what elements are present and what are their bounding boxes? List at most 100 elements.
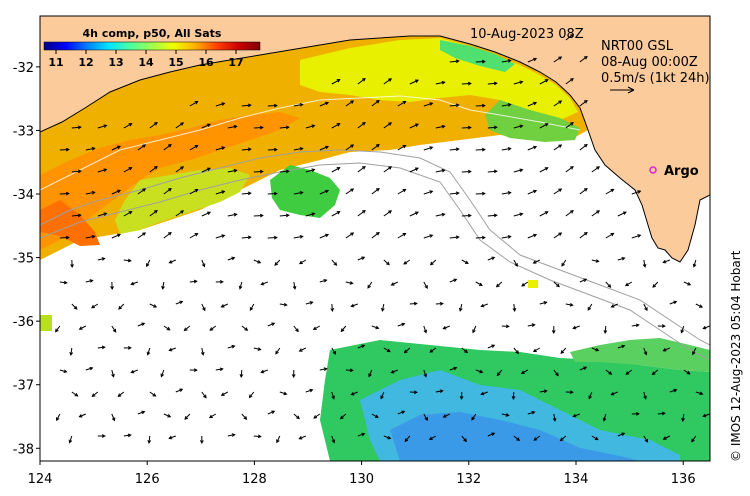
current-arrow [319,234,329,239]
current-arrow-head [596,166,601,170]
current-arrow [553,144,562,151]
current-arrow-head [481,103,486,108]
current-arrow [345,100,354,107]
colorbar-title: 4h comp, p50, All Sats [83,27,222,40]
coastline [40,35,710,263]
current-arrow-head [387,435,392,440]
current-arrow [423,102,433,107]
current-arrow [275,347,281,355]
current-arrow-head [184,416,189,420]
sst-yellow-west [115,168,250,234]
sst-green-inshore [440,40,515,72]
current-arrow-head [691,438,695,443]
current-arrow [367,281,373,289]
current-arrow [703,325,710,330]
current-arrow [299,259,307,265]
lon-tick-label: 124 [28,472,53,487]
current-arrow [533,259,541,264]
current-arrow [496,281,503,288]
current-arrow [443,413,451,418]
current-arrow-head [507,191,512,195]
current-arrow-head [643,395,647,400]
current-arrow [357,122,366,129]
current-arrow [279,126,289,129]
current-arrow-head [361,344,366,349]
current-arrow-head [247,103,252,108]
current-arrow-head [309,301,314,305]
current-arrow [163,232,172,239]
current-arrow [227,125,237,129]
current-arrow-head [455,103,460,108]
current-arrow-head [402,188,407,193]
current-arrow [533,347,541,352]
current-arrow-head [183,327,188,332]
current-arrow-head [221,190,226,194]
argo-marker[interactable] [649,166,657,174]
current-arrow-head [350,100,355,104]
current-arrow-head [336,79,341,83]
current-arrow [163,413,171,418]
current-arrow-head [339,415,344,420]
current-arrow-head [544,79,549,83]
current-arrow-head [533,101,538,106]
current-arrow-head [127,346,132,350]
current-arrow-head [312,326,317,330]
current-arrow-head [505,324,510,329]
current-arrow-head [662,259,667,264]
current-arrow [253,214,263,217]
sst-fleck-center [528,280,538,288]
current-arrow [404,347,411,353]
current-arrow-head [642,263,647,268]
current-arrow-head [207,211,211,216]
current-arrow-head [637,190,642,194]
current-arrow-head [249,307,254,311]
current-arrow-head [533,233,538,238]
current-arrow [71,214,81,217]
current-arrow-head [386,348,391,353]
current-arrow-head [77,125,82,130]
current-arrow-head [199,440,204,445]
current-arrow-head [128,123,133,127]
current-arrow [79,325,87,330]
current-arrow-head [118,305,122,310]
current-arrow-head [111,373,115,378]
current-arrow-head [74,393,79,397]
current-arrow-head [402,232,407,237]
current-arrow-head [403,261,408,265]
current-arrow-head [533,145,538,150]
current-arrow-head [285,125,290,130]
current-arrow [305,125,315,129]
current-arrow-head [595,347,600,352]
current-arrow [131,281,138,285]
current-arrow-head [583,55,588,60]
current-arrow-head [219,279,224,284]
current-arrow [313,325,321,330]
current-arrow [709,149,710,151]
current-arrow-head [298,348,303,352]
current-arrow-head [73,305,78,310]
current-arrow [527,146,537,151]
current-arrow-head [521,283,526,287]
current-arrow [404,435,411,442]
current-arrow [449,104,459,107]
current-arrow [111,233,121,239]
current-arrow [117,391,125,397]
current-arrow [331,167,340,173]
current-arrow [409,211,419,217]
current-arrow-head [519,124,524,129]
current-arrow [565,166,574,173]
current-arrow-head [533,189,538,194]
current-arrow-head [231,433,236,437]
current-arrow-head [374,414,379,418]
current-arrow-head [511,396,516,401]
current-arrow [241,236,251,239]
current-arrow [319,368,327,371]
current-arrow-head [402,100,407,105]
current-arrow-head [333,262,338,266]
current-arrow [70,347,73,356]
current-arrow [643,303,648,311]
current-arrow [573,413,580,417]
current-arrow-head [103,124,108,128]
current-arrow-head [643,351,648,356]
current-arrow [305,389,313,393]
